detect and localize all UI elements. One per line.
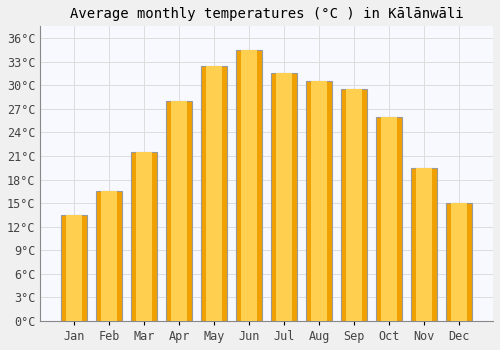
Bar: [411, 168, 438, 321]
Bar: [61, 215, 87, 321]
Bar: [101, 191, 117, 321]
Bar: [66, 215, 82, 321]
Bar: [341, 89, 367, 321]
Bar: [271, 74, 297, 321]
Bar: [236, 50, 262, 321]
Bar: [201, 65, 228, 321]
Bar: [446, 203, 472, 321]
Bar: [376, 117, 402, 321]
Bar: [206, 65, 222, 321]
Bar: [136, 152, 152, 321]
Bar: [452, 203, 467, 321]
Bar: [306, 81, 332, 321]
Bar: [166, 101, 192, 321]
Bar: [346, 89, 362, 321]
Bar: [96, 191, 122, 321]
Bar: [131, 152, 157, 321]
Bar: [171, 101, 187, 321]
Bar: [312, 81, 327, 321]
Bar: [416, 168, 432, 321]
Title: Average monthly temperatures (°C ) in Kālānwāli: Average monthly temperatures (°C ) in Kā…: [70, 7, 464, 21]
Bar: [276, 74, 292, 321]
Bar: [242, 50, 257, 321]
Bar: [382, 117, 397, 321]
